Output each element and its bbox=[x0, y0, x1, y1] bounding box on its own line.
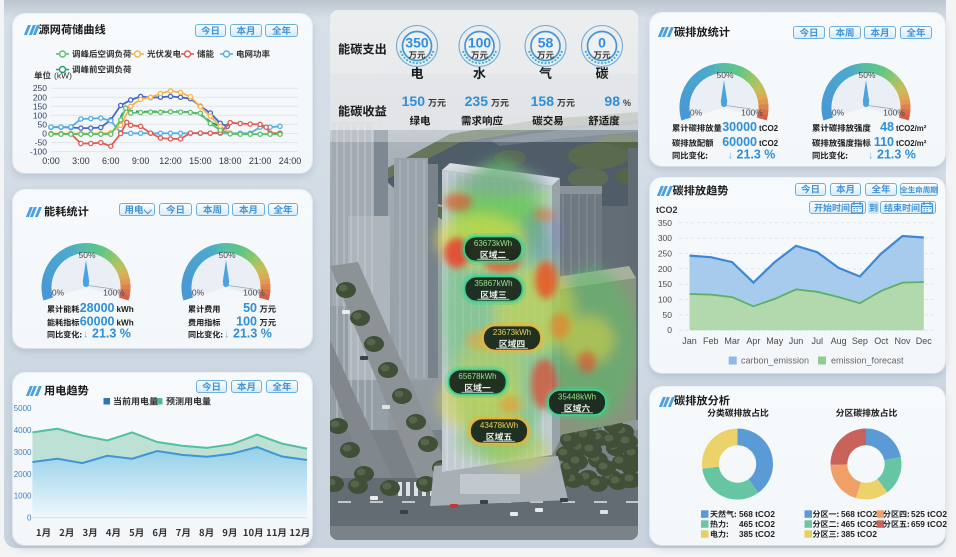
svg-text:0: 0 bbox=[42, 129, 47, 139]
svg-text:3:00: 3:00 bbox=[72, 156, 90, 166]
svg-text:carbon_emission: carbon_emission bbox=[741, 356, 809, 366]
svg-text:58: 58 bbox=[538, 35, 554, 51]
svg-text:May: May bbox=[766, 336, 784, 346]
svg-text:Aug: Aug bbox=[831, 336, 847, 346]
svg-text:100: 100 bbox=[658, 295, 672, 305]
svg-text:250: 250 bbox=[658, 249, 672, 259]
svg-text:300: 300 bbox=[658, 233, 672, 243]
svg-text:Jan: Jan bbox=[682, 336, 697, 346]
svg-text:100%: 100% bbox=[741, 108, 763, 118]
svg-text:18:00: 18:00 bbox=[219, 156, 242, 166]
svg-text:15:00: 15:00 bbox=[189, 156, 212, 166]
svg-text:4000: 4000 bbox=[14, 426, 32, 435]
svg-text:200: 200 bbox=[658, 264, 672, 274]
svg-text:350: 350 bbox=[405, 35, 429, 51]
svg-text:50%: 50% bbox=[716, 70, 733, 80]
svg-text:12:00: 12:00 bbox=[159, 156, 182, 166]
svg-text:150: 150 bbox=[33, 101, 47, 111]
svg-text:0%: 0% bbox=[52, 288, 65, 298]
svg-text:0:00: 0:00 bbox=[42, 156, 60, 166]
svg-text:0: 0 bbox=[27, 514, 32, 523]
svg-text:Jun: Jun bbox=[789, 336, 804, 346]
svg-text:Sep: Sep bbox=[852, 336, 868, 346]
svg-text:250: 250 bbox=[33, 83, 47, 93]
svg-text:emission_forecast: emission_forecast bbox=[831, 356, 904, 366]
svg-text:35867kWh: 35867kWh bbox=[474, 279, 512, 288]
svg-text:24:00: 24:00 bbox=[279, 156, 302, 166]
svg-text:Dec: Dec bbox=[916, 336, 933, 346]
svg-text:Oct: Oct bbox=[874, 336, 889, 346]
svg-text:(kW): (kW) bbox=[54, 71, 72, 81]
svg-text:Mar: Mar bbox=[724, 336, 740, 346]
svg-text:Feb: Feb bbox=[703, 336, 719, 346]
svg-text:3000: 3000 bbox=[14, 448, 32, 457]
svg-text:100%: 100% bbox=[103, 288, 125, 298]
svg-text:0: 0 bbox=[598, 35, 606, 51]
svg-text:50%: 50% bbox=[78, 250, 95, 260]
svg-text:0%: 0% bbox=[690, 108, 703, 118]
svg-text:0%: 0% bbox=[832, 108, 845, 118]
svg-text:350: 350 bbox=[658, 218, 672, 228]
svg-text:Nov: Nov bbox=[894, 336, 911, 346]
svg-text:Jul: Jul bbox=[812, 336, 824, 346]
svg-text:23673kWh: 23673kWh bbox=[493, 328, 531, 337]
svg-text:200: 200 bbox=[33, 92, 47, 102]
svg-text:65678kWh: 65678kWh bbox=[458, 372, 496, 381]
svg-text:21:00: 21:00 bbox=[249, 156, 272, 166]
svg-text:50: 50 bbox=[38, 119, 48, 129]
svg-text:50%: 50% bbox=[858, 70, 875, 80]
svg-text:0%: 0% bbox=[192, 288, 205, 298]
svg-text:100: 100 bbox=[468, 35, 492, 51]
svg-text:9:00: 9:00 bbox=[132, 156, 150, 166]
svg-text:100%: 100% bbox=[243, 288, 265, 298]
svg-text:Apr: Apr bbox=[746, 336, 760, 346]
svg-text:5000: 5000 bbox=[14, 404, 32, 413]
svg-text:1000: 1000 bbox=[14, 492, 32, 501]
svg-text:150: 150 bbox=[658, 279, 672, 289]
svg-text:50%: 50% bbox=[218, 250, 235, 260]
svg-text:100: 100 bbox=[33, 110, 47, 120]
svg-text:0: 0 bbox=[667, 325, 672, 335]
svg-text:-100: -100 bbox=[30, 147, 47, 157]
svg-text:43478kWh: 43478kWh bbox=[480, 421, 518, 430]
svg-text:50: 50 bbox=[663, 310, 673, 320]
svg-text:-50: -50 bbox=[35, 138, 48, 148]
svg-text:63673kWh: 63673kWh bbox=[474, 239, 512, 248]
svg-text:6:00: 6:00 bbox=[102, 156, 120, 166]
svg-text:2000: 2000 bbox=[14, 470, 32, 479]
svg-text:35448kWh: 35448kWh bbox=[558, 393, 596, 402]
svg-text:100%: 100% bbox=[883, 108, 905, 118]
